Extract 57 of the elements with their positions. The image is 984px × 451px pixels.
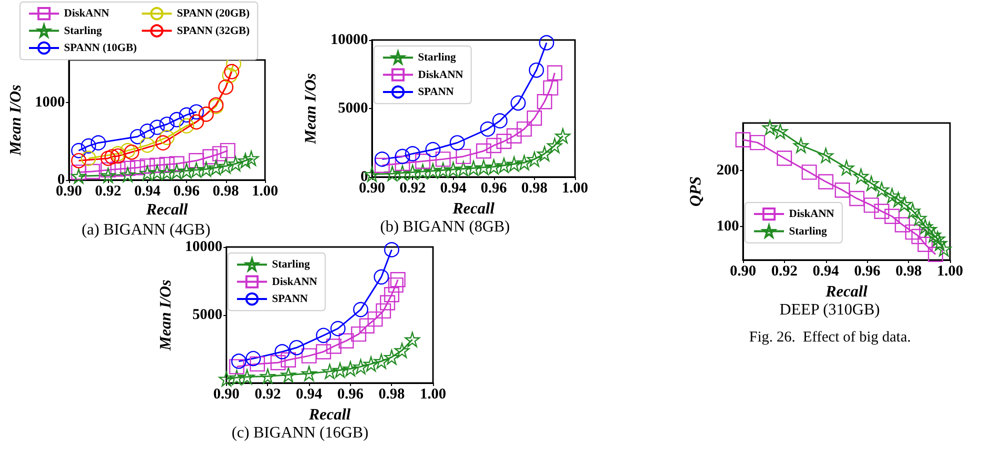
legend-label: Starling [64,24,102,37]
x-axis-title: Recall [145,202,188,218]
x-tick-label: 0.92 [94,184,122,200]
x-tick-label: 0.98 [521,180,548,196]
y-axis-title: Mean I/Os [158,280,174,352]
legend-label: SPANN (32GB) [176,24,250,37]
legend-label: Starling [789,225,828,238]
x-tick-label: 0.96 [854,264,881,280]
x-tick-label: 0.90 [358,180,386,196]
legend-label: SPANN (20GB) [176,8,250,20]
x-tick-label: 0.96 [173,184,200,200]
text: DEEP (310GB) [780,302,880,318]
x-tick-label: 0.92 [771,264,798,280]
x-tick-label: 0.96 [480,180,508,196]
x-tick-label: 1.00 [420,386,446,402]
x-tick-label: 1.00 [562,180,588,196]
caption: Fig. 26. Effect of big data. [749,330,911,346]
y-tick-label: 5000 [338,100,368,116]
legend-label: SPANN [272,293,308,305]
x-axis-title: Recall [824,283,868,300]
x-tick-label: 1.00 [252,184,278,200]
x-tick-label: 0.94 [812,264,840,280]
x-tick-label: 0.94 [440,180,467,196]
y-tick-label: 10000 [330,32,368,48]
x-tick-label: 0.98 [212,184,239,200]
text: (b) BIGANN (8GB) [380,218,510,236]
text: (c) BIGANN (16GB) [232,424,368,442]
legend-label: Starling [272,258,310,271]
legend-label: DiskANN [418,68,464,81]
x-tick-label: 0.90 [56,184,82,200]
y-tick-label: 200 [716,162,739,179]
y-tick-label: 1000 [34,94,65,111]
legend-label: SPANN [418,86,454,98]
x-tick-label: 0.92 [254,386,281,402]
x-tick-label: 0.94 [134,184,161,200]
y-tick-label: 100 [716,218,739,234]
legend-label: SPANN (10GB) [64,42,138,54]
y-tick-label: 5000 [192,307,222,323]
x-tick-label: 0.98 [378,386,405,402]
y-axis-title: Mean I/Os [8,84,24,156]
y-axis-title: QPS [688,176,704,207]
legend-label: DiskANN [64,8,110,20]
x-tick-label: 0.94 [296,386,323,402]
x-axis-title: Recall [308,406,352,424]
legend-label: DiskANN [789,208,834,220]
legend-label: DiskANN [272,276,318,288]
x-tick-label: 0.92 [399,180,426,196]
x-tick-label: 0.90 [730,264,756,280]
legend-label: Starling [418,52,456,64]
x-tick-label: 0.90 [213,386,240,402]
y-axis-title: Mean I/Os [302,73,320,145]
text: (a) BIGANN (4GB) [82,222,210,238]
x-tick-label: 1.00 [936,264,964,280]
x-tick-label: 0.98 [895,264,922,280]
y-tick-label: 10000 [184,239,222,255]
x-axis-title: Recall [452,200,495,218]
x-tick-label: 0.96 [337,386,364,402]
